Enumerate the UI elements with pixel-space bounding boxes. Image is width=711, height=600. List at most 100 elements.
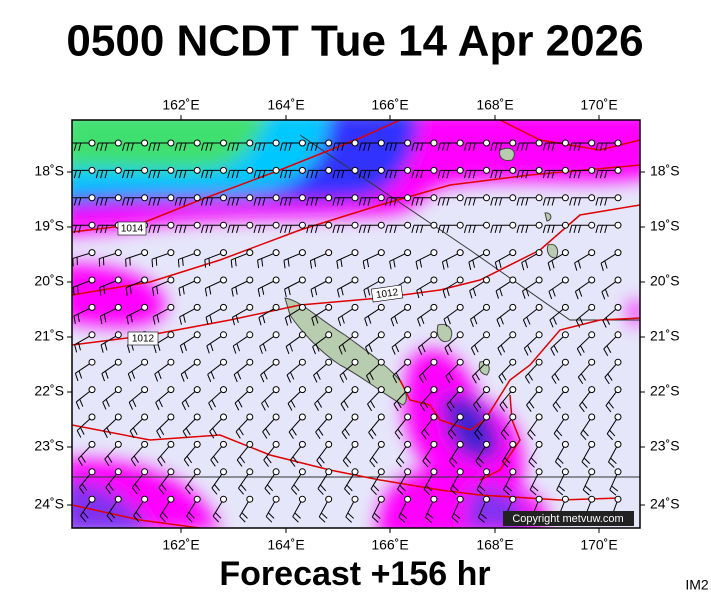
barb-feather (317, 400, 323, 408)
barb-station (588, 386, 596, 394)
barb-station (220, 495, 227, 503)
barb-feather (95, 225, 99, 234)
barb-feather (520, 170, 524, 179)
barb-station (167, 276, 175, 284)
barb-feather (420, 197, 424, 206)
barb-feather (236, 343, 240, 352)
barb-feather (284, 317, 289, 326)
barb-station (509, 358, 517, 366)
barb-feather (391, 347, 396, 355)
barb-feather (421, 344, 426, 353)
copyright: Copyright metvuw.com (512, 513, 623, 525)
barb-station (430, 249, 438, 257)
barb-feather (577, 260, 582, 269)
barb-feather (288, 225, 292, 234)
barb-feather (475, 460, 482, 468)
barb-feather (215, 512, 222, 519)
barb-feather (235, 315, 239, 324)
barb-feather (211, 487, 218, 495)
barb-station (193, 276, 201, 284)
barb-feather (128, 402, 133, 410)
lon-label: 164˚E (267, 97, 304, 113)
barb-station (167, 468, 175, 476)
barb-station (298, 386, 306, 394)
barb-station (88, 468, 96, 476)
barb-feather (420, 142, 424, 151)
barb-feather (418, 375, 424, 384)
barb-feather (180, 374, 185, 382)
barb-feather (209, 197, 213, 206)
barb-feather (395, 372, 401, 381)
barb-feather (284, 225, 288, 234)
barb-station (588, 221, 596, 229)
lat-label: 21˚S (34, 328, 64, 344)
barb-station (456, 139, 464, 147)
barb-station (246, 495, 254, 503)
barb-station (114, 468, 122, 476)
barb-station (351, 276, 359, 284)
barb-feather (582, 429, 589, 437)
barb-station (220, 386, 227, 394)
barb-station (483, 386, 490, 394)
barb-feather (336, 170, 340, 179)
barb-feather (368, 432, 374, 440)
barb-station (377, 194, 385, 202)
barb-feather (452, 485, 459, 492)
lon-label: 168˚E (476, 537, 513, 553)
barb-station (456, 249, 464, 257)
barb-station (298, 303, 306, 311)
barb-feather (345, 456, 352, 464)
barb-feather (100, 197, 104, 206)
barb-feather (237, 371, 242, 380)
lat-label: 20˚S (650, 273, 680, 289)
barb-feather (367, 287, 371, 296)
barb-feather (158, 487, 165, 495)
barb-feather (148, 142, 152, 151)
barb-feather (227, 170, 231, 179)
barb-station (272, 249, 280, 257)
barb-feather (161, 483, 167, 491)
barb-station (404, 303, 412, 311)
barb-feather (126, 197, 130, 206)
isobar-label: 1012 (375, 287, 399, 301)
barb-feather (148, 197, 152, 206)
barb-station (561, 358, 569, 366)
barb-feather (420, 287, 424, 296)
barb-feather (577, 170, 581, 179)
barb-feather (446, 404, 452, 412)
barb-feather (184, 399, 190, 408)
barb-feather (148, 225, 152, 234)
barb-station (193, 303, 201, 311)
barb-feather (157, 225, 161, 234)
barb-station (325, 166, 333, 174)
barb-feather (200, 197, 204, 206)
barb-feather (476, 489, 484, 496)
barb-feather (314, 142, 318, 151)
barb-station (377, 303, 385, 311)
barb-feather (393, 197, 397, 206)
barb-feather (498, 260, 502, 269)
barb-feather (182, 314, 186, 323)
barb-feather (95, 170, 99, 179)
barb-feather (76, 430, 82, 438)
barb-feather (371, 456, 378, 464)
barb-feather (547, 262, 551, 271)
barb-feather (288, 197, 292, 206)
barb-feather (415, 142, 419, 151)
barb-feather (449, 401, 455, 409)
barb-feather (526, 404, 532, 412)
barb-feather (577, 197, 581, 206)
barb-feather (289, 371, 295, 380)
barb-feather (606, 433, 613, 441)
barb-feather (155, 257, 158, 266)
barb-feather (260, 374, 265, 383)
barb-feather (358, 225, 362, 234)
barb-feather (286, 374, 291, 383)
barb-feather (398, 516, 406, 523)
barb-station (561, 413, 569, 421)
barb-feather (310, 289, 314, 298)
barb-feather (363, 142, 367, 151)
barb-feather (604, 197, 608, 206)
barb-feather (257, 197, 261, 206)
barb-station (561, 495, 569, 503)
